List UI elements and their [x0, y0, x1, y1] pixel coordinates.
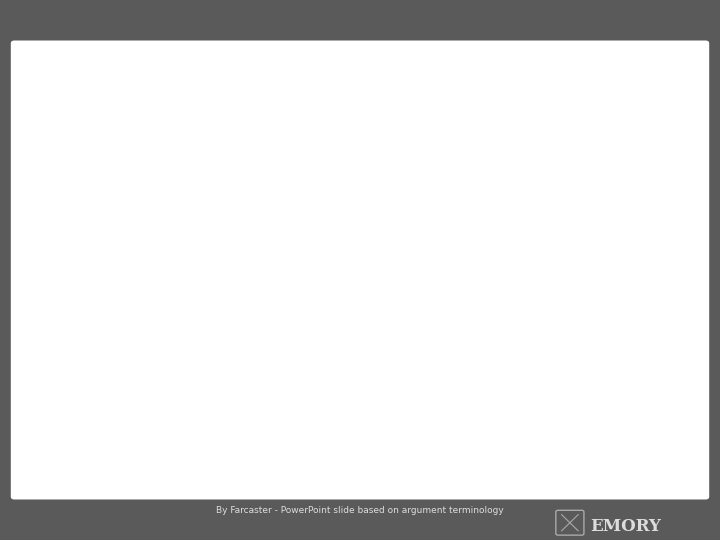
Text: Down Syndrome: Down Syndrome [151, 144, 253, 154]
Text: Sound: Sound [441, 111, 474, 121]
Text: Deductive: Deductive [166, 184, 219, 194]
Text: Unsound: Unsound [434, 176, 480, 186]
Text: EMORY: EMORY [590, 518, 661, 535]
Text: Source Information: Patrick J. Hurley "A Concise Introduction to Logic 11th Ed.": Source Information: Patrick J. Hurley "A… [302, 468, 510, 472]
Text: Deductive: Conclusion
necessarily/certainly
follows from premises: Deductive: Conclusion necessarily/certai… [155, 240, 225, 257]
Text: If we assume the premises are true,
does the conclusion follow?: If we assume the premises are true, does… [302, 77, 416, 87]
Text: Cogent: Strong and
All Premises="True": Cogent: Strong and All Premises="True" [497, 284, 559, 294]
FancyBboxPatch shape [282, 363, 366, 420]
FancyBboxPatch shape [415, 368, 499, 426]
Text: Inductive: Conclusion
follows from premises
with some probability: Inductive: Conclusion follows from premi… [155, 394, 224, 411]
Text: ▪ Collection of statements
   (premises) intended to
   support or infer a claim: ▪ Collection of statements (premises) in… [40, 338, 117, 360]
Text: Strong: Strong [307, 311, 341, 321]
Text: Unsound: Unsound [434, 219, 480, 229]
Text: Weak: Weak [310, 387, 338, 396]
Text: BRCA 1/2: BRCA 1/2 [151, 311, 208, 321]
FancyBboxPatch shape [415, 152, 499, 210]
FancyBboxPatch shape [415, 195, 499, 253]
Text: Argument Terminology: Argument Terminology [40, 57, 290, 76]
Text: Sound: Valid and
All Premises="True": Sound: Valid and All Premises="True" [497, 108, 559, 119]
Text: By Farcaster - PowerPoint slide based on argument terminology: By Farcaster - PowerPoint slide based on… [216, 506, 504, 515]
FancyBboxPatch shape [145, 325, 240, 388]
Text: Argument: Argument [51, 276, 104, 286]
Text: Invalid: Invalid [307, 219, 341, 229]
Text: Uncogent: Uncogent [432, 349, 482, 359]
Text: Determining validity or strength: Determining validity or strength [302, 58, 431, 64]
FancyBboxPatch shape [282, 287, 366, 345]
FancyBboxPatch shape [415, 87, 499, 145]
Text: Uncogent: Uncogent [432, 392, 482, 402]
FancyBboxPatch shape [145, 158, 240, 220]
FancyBboxPatch shape [415, 260, 499, 318]
Text: Cogent: Cogent [438, 284, 476, 294]
Text: Valid: Valid [311, 144, 337, 153]
FancyBboxPatch shape [282, 120, 366, 177]
Text: ▪ Each statement has a
   truth value either "true"
   or "false": ▪ Each statement has a truth value eithe… [40, 397, 117, 414]
Text: Inductive: Inductive [168, 352, 217, 361]
FancyBboxPatch shape [282, 195, 366, 253]
Text: Argument: Argument [40, 321, 79, 327]
FancyBboxPatch shape [415, 325, 499, 382]
FancyBboxPatch shape [34, 239, 121, 323]
